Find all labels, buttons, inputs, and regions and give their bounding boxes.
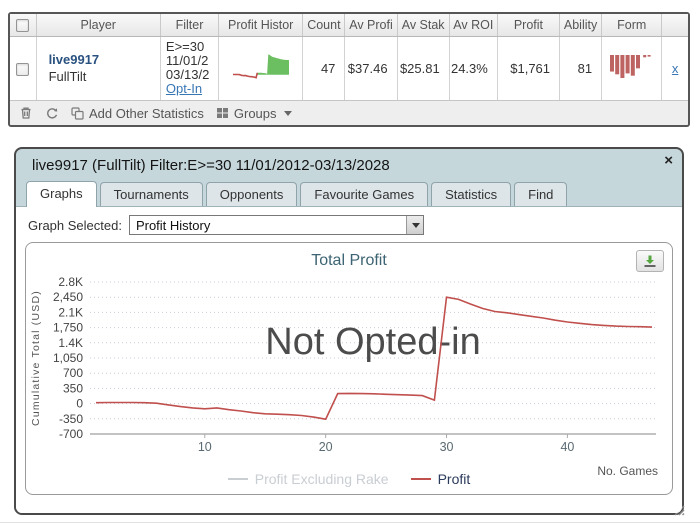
profit-history-sparkline <box>232 54 289 79</box>
x-axis-label: No. Games <box>597 464 658 478</box>
panel-title: live9917 (FullTilt) Filter:E>=30 11/01/2… <box>32 157 390 174</box>
dropdown-button[interactable] <box>405 216 423 234</box>
close-icon[interactable]: × <box>664 152 673 169</box>
tab-graphs[interactable]: Graphs <box>26 181 97 207</box>
results-header-row: Player Filter Profit Histor Count Av Pro… <box>10 14 688 37</box>
row-checkbox[interactable] <box>16 62 30 76</box>
filter-cell: E>=30 11/01/2 03/13/2 Opt-In <box>160 36 220 100</box>
col-ability[interactable]: Ability <box>559 14 603 37</box>
select-all-header <box>10 14 37 37</box>
form-cell <box>601 36 663 100</box>
player-name-link[interactable]: live9917 <box>48 52 100 68</box>
profit-chart-container: Total Profit 2.8K 2,450 2.1K 1,750 1.4K 1,050… <box>25 242 673 495</box>
chevron-down-icon <box>411 222 420 228</box>
tab-tournaments[interactable]: Tournaments <box>99 182 203 206</box>
download-icon <box>644 255 656 267</box>
legend-profit-excluding-rake[interactable]: Profit Excluding Rake <box>227 471 389 487</box>
download-chart-button[interactable] <box>636 250 664 272</box>
filter-line: E>=30 <box>165 39 205 55</box>
chart-legend: Profit Excluding Rake Profit No. Games <box>26 464 672 487</box>
player-cell: live9917 FullTilt <box>36 36 161 100</box>
profit-cell: $1,761 <box>497 36 561 100</box>
svg-text:-350: -350 <box>59 412 83 426</box>
chart-title: Total Profit <box>311 252 387 269</box>
graph-select-value: Profit History <box>135 218 211 233</box>
count-cell: 47 <box>302 36 346 100</box>
col-av-stake[interactable]: Av Stak <box>397 14 450 37</box>
svg-text:0: 0 <box>76 397 83 411</box>
av-profit-cell: $37.46 <box>344 36 398 100</box>
legend-label: Profit <box>437 471 471 487</box>
table-toolbar: Add Other Statistics Groups <box>10 100 688 125</box>
add-other-statistics-button[interactable]: Add Other Statistics <box>71 106 204 121</box>
form-sparkline <box>609 54 651 78</box>
legend-swatch-red <box>410 478 431 480</box>
col-remove <box>661 14 688 37</box>
svg-text:2.1K: 2.1K <box>58 305 83 319</box>
groups-button[interactable]: Groups <box>216 106 292 121</box>
graph-selected-label: Graph Selected: <box>28 217 122 233</box>
row-select-cell <box>10 36 37 100</box>
col-filter[interactable]: Filter <box>160 14 220 37</box>
results-table: Player Filter Profit Histor Count Av Pro… <box>10 14 688 100</box>
col-profit-history[interactable]: Profit Histor <box>218 14 304 37</box>
col-count[interactable]: Count <box>302 14 346 37</box>
col-av-roi[interactable]: Av ROI <box>449 14 498 37</box>
page-bottom-rule <box>0 522 700 523</box>
av-stake-cell: $25.81 <box>397 36 450 100</box>
col-profit[interactable]: Profit <box>497 14 561 37</box>
delete-icon[interactable] <box>19 106 33 120</box>
svg-text:1,050: 1,050 <box>53 351 83 365</box>
svg-text:20: 20 <box>319 440 333 454</box>
svg-text:1.4K: 1.4K <box>58 336 83 350</box>
select-all-checkbox[interactable] <box>16 18 30 32</box>
svg-text:2.8K: 2.8K <box>58 275 83 289</box>
tab-favourite-games[interactable]: Favourite Games <box>300 182 429 206</box>
col-av-profit[interactable]: Av Profi <box>344 14 398 37</box>
player-site: FullTilt <box>48 69 87 85</box>
legend-label: Profit Excluding Rake <box>254 471 389 487</box>
profit-history-cell <box>218 36 304 100</box>
add-other-statistics-label: Add Other Statistics <box>89 105 204 121</box>
remove-cell: x <box>661 36 688 100</box>
av-roi-cell: 24.3% <box>449 36 498 100</box>
svg-text:40: 40 <box>560 440 574 454</box>
opt-in-link[interactable]: Opt-In <box>165 81 203 97</box>
col-form[interactable]: Form <box>601 14 663 37</box>
svg-text:1,750: 1,750 <box>53 321 83 335</box>
svg-text:350: 350 <box>63 381 83 395</box>
groups-label: Groups <box>233 105 277 121</box>
table-row: live9917 FullTilt E>=30 11/01/2 03/13/2 … <box>10 36 688 100</box>
player-detail-panel: live9917 (FullTilt) Filter:E>=30 11/01/2… <box>14 147 685 516</box>
tab-find[interactable]: Find <box>514 182 568 206</box>
tab-statistics[interactable]: Statistics <box>431 182 512 206</box>
svg-text:-700: -700 <box>59 427 83 441</box>
refresh-icon[interactable] <box>45 106 59 120</box>
remove-row-link[interactable]: x <box>671 60 679 76</box>
svg-text:700: 700 <box>63 366 83 380</box>
filter-line: 11/01/2 <box>165 53 209 69</box>
svg-text:10: 10 <box>198 440 212 454</box>
svg-text:Cumulative Total (USD): Cumulative Total (USD) <box>30 290 42 426</box>
panel-title-row: live9917 (FullTilt) Filter:E>=30 11/01/2… <box>16 149 682 179</box>
tabs-row: Graphs Tournaments Opponents Favourite G… <box>16 179 682 207</box>
add-statistics-icon <box>71 106 84 120</box>
svg-text:30: 30 <box>440 440 454 454</box>
svg-text:2,450: 2,450 <box>53 290 83 304</box>
ability-cell: 81 <box>559 36 603 100</box>
legend-profit[interactable]: Profit <box>410 471 471 487</box>
groups-caret-icon <box>283 110 292 116</box>
tab-opponents[interactable]: Opponents <box>205 182 298 206</box>
col-player[interactable]: Player <box>36 14 161 37</box>
legend-swatch-gray <box>227 478 248 480</box>
groups-icon <box>216 108 228 118</box>
panel-content: Graph Selected: Profit History Total Pro… <box>16 206 682 513</box>
svg-text:Not Opted-in: Not Opted-in <box>265 321 480 363</box>
filter-line: 03/13/2 <box>165 67 210 83</box>
results-table-container: Player Filter Profit Histor Count Av Pro… <box>8 12 690 127</box>
graph-select-dropdown[interactable]: Profit History <box>128 215 424 235</box>
